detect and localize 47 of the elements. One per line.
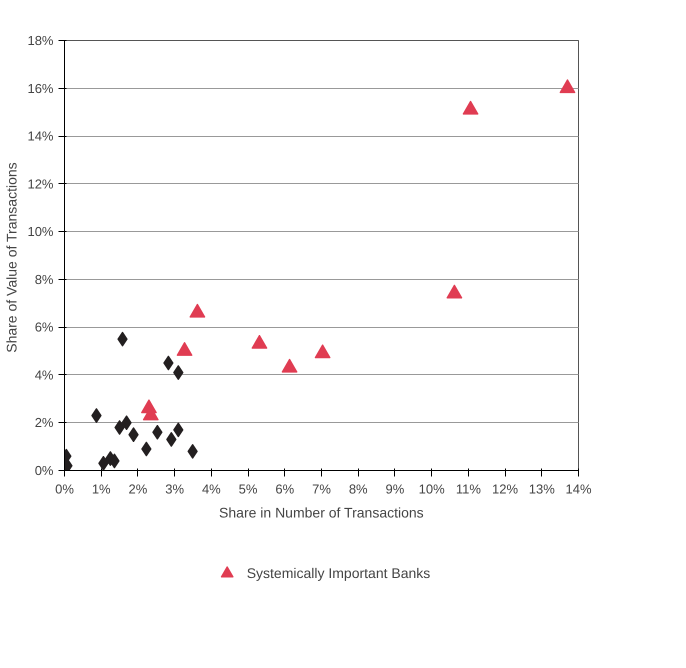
x-tick-label: 1%	[92, 482, 112, 496]
point	[187, 444, 198, 459]
y-tick-label: 14%	[27, 128, 54, 144]
y-tick-label: 16%	[27, 80, 54, 96]
x-tick-label: 11%	[456, 482, 482, 496]
point	[176, 342, 193, 356]
point	[114, 420, 125, 435]
point	[141, 442, 152, 456]
x-axis-title: Share in Number of Transactions	[219, 504, 424, 520]
point	[251, 334, 268, 349]
point	[121, 415, 132, 430]
x-tick-label: 12%	[492, 482, 519, 496]
x-tick-label: 3%	[165, 482, 184, 496]
point	[166, 432, 177, 447]
x-tick-label: 7%	[312, 482, 332, 496]
x-tick-label: 9%	[386, 482, 405, 496]
point	[91, 408, 102, 424]
y-tick-label: 18%	[27, 33, 54, 48]
y-tick-label: 8%	[34, 272, 54, 287]
x-tick-label: 13%	[528, 482, 556, 496]
y-tick-label: 0%	[34, 463, 54, 478]
point	[462, 100, 479, 115]
point	[152, 424, 163, 440]
x-tick-label: 8%	[348, 482, 368, 496]
y-axis-title: Share of Value of Transactions	[3, 162, 20, 353]
point	[128, 427, 139, 442]
point	[559, 79, 576, 94]
point	[98, 456, 109, 470]
point	[282, 358, 298, 373]
x-tick-label: 4%	[202, 482, 222, 496]
point	[117, 332, 128, 347]
x-tick-label: 2%	[128, 482, 148, 496]
y-tick-label: 6%	[34, 320, 54, 335]
point	[163, 356, 174, 370]
x-tick-label: 0%	[55, 482, 74, 496]
point	[314, 344, 331, 358]
x-tick-label: 6%	[275, 482, 295, 496]
x-tick-label: 10%	[418, 482, 446, 496]
y-tick-label: 2%	[34, 415, 54, 430]
x-tick-label: 14%	[565, 482, 592, 496]
y-tick-label: 10%	[27, 224, 54, 240]
legend-label: Systemically Important Banks	[246, 565, 430, 582]
x-tick-label: 5%	[238, 482, 258, 496]
point	[189, 304, 206, 318]
y-tick-label: 12%	[27, 176, 54, 192]
y-tick-label: 4%	[34, 367, 54, 382]
point	[446, 284, 462, 299]
